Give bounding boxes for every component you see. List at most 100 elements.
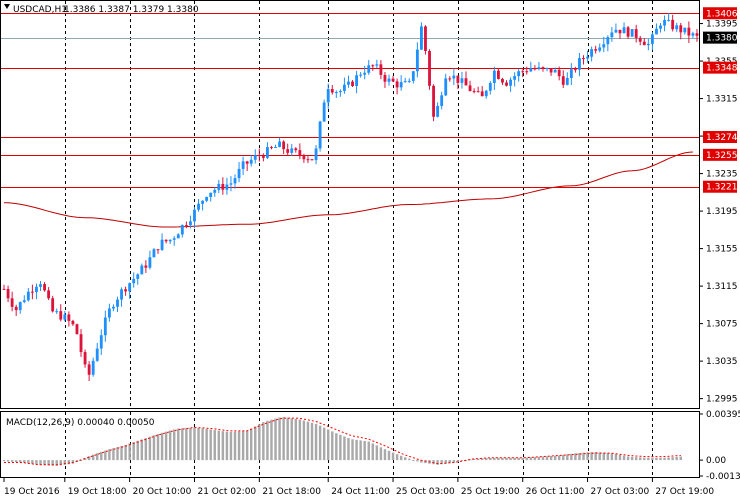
- macd-bar: [557, 455, 561, 461]
- candle-body: [691, 33, 695, 36]
- candle-body: [484, 90, 488, 97]
- macd-bar: [513, 457, 516, 461]
- macd-bar: [213, 430, 216, 461]
- macd-bar: [529, 457, 533, 461]
- level-badge-label: 1.3406: [706, 9, 738, 19]
- candle-body: [184, 225, 188, 227]
- macd-bar: [14, 460, 18, 463]
- candle-body: [569, 69, 573, 79]
- macd-bar: [181, 428, 184, 461]
- candle-body: [622, 27, 626, 34]
- macd-bar: [651, 457, 654, 461]
- candle-body: [334, 92, 338, 94]
- candle-body: [444, 78, 448, 96]
- macd-bar: [501, 457, 504, 461]
- macd-bar: [339, 434, 342, 461]
- macd-bar: [318, 425, 322, 461]
- candle-body: [537, 67, 541, 69]
- candle-body: [294, 148, 298, 151]
- macd-bar: [412, 460, 415, 462]
- candle-body: [35, 286, 38, 292]
- level-badge: [703, 131, 737, 144]
- macd-tick-label: 0.00: [706, 456, 726, 466]
- candle-body: [367, 65, 371, 73]
- macd-bar: [383, 449, 387, 461]
- candle-body: [634, 29, 638, 38]
- candle-body: [164, 239, 168, 242]
- last-price-badge: [703, 31, 737, 44]
- candle-body: [578, 58, 581, 70]
- candle-body: [274, 147, 277, 149]
- time-tick-label: 19 Oct 18:00: [68, 487, 127, 497]
- macd-bar: [420, 460, 423, 463]
- macd-bar: [100, 451, 103, 461]
- macd-bar: [140, 439, 144, 461]
- candle-body: [2, 288, 6, 290]
- candle-body: [521, 71, 525, 73]
- collapse-triangle-icon[interactable]: [4, 4, 10, 9]
- candle-body: [415, 49, 419, 72]
- macd-bar: [444, 460, 447, 464]
- macd-bar: [262, 422, 265, 461]
- macd-bar: [485, 458, 488, 461]
- candle-body: [128, 283, 132, 292]
- candle-body: [525, 71, 529, 73]
- macd-bar: [278, 417, 281, 461]
- macd-bar: [217, 430, 221, 461]
- macd-bar: [335, 433, 338, 461]
- candle-body: [120, 289, 123, 300]
- candle-body: [679, 25, 683, 33]
- macd-bar: [582, 452, 585, 461]
- macd-bar: [254, 426, 257, 461]
- candle-body: [112, 306, 115, 309]
- macd-bar: [290, 418, 293, 461]
- macd-bar: [205, 429, 208, 461]
- macd-bar: [19, 460, 22, 463]
- macd-bar: [639, 457, 642, 461]
- candle-body: [533, 68, 537, 70]
- macd-bar: [387, 450, 391, 461]
- time-tick-label: 21 Oct 02:00: [197, 487, 256, 497]
- candle-body: [140, 265, 144, 275]
- macd-tick-label: 0.00395: [706, 410, 740, 420]
- macd-bar: [359, 440, 362, 461]
- candle-body: [363, 72, 367, 75]
- macd-bar: [351, 439, 354, 461]
- macd-bar: [156, 433, 160, 461]
- candles: [2, 13, 699, 382]
- macd-bar: [391, 452, 395, 461]
- macd-bar: [229, 432, 233, 461]
- candle-body: [322, 102, 326, 122]
- macd-bar: [10, 460, 14, 462]
- macd-bar: [148, 436, 152, 461]
- macd-bar: [326, 429, 330, 461]
- candle-body: [557, 69, 561, 77]
- candle-body: [383, 74, 387, 82]
- candle-body: [594, 49, 598, 51]
- candle-body: [496, 70, 500, 79]
- time-tick-label: 26 Oct 11:00: [526, 487, 585, 497]
- candle-body: [107, 308, 111, 318]
- macd-bar: [209, 429, 212, 461]
- macd-signal-line: [4, 417, 681, 466]
- candle-body: [241, 161, 245, 169]
- candle-body: [213, 189, 217, 193]
- price-tick-label: 1.3155: [706, 245, 738, 255]
- candle-body: [582, 58, 585, 60]
- candle-body: [270, 147, 273, 149]
- candle-body: [630, 29, 634, 37]
- macd-bar: [468, 459, 472, 461]
- candle-body: [136, 274, 140, 279]
- candle-body: [545, 68, 549, 70]
- macd-bar: [626, 456, 630, 461]
- time-tick-label: 19 Oct 2016: [4, 487, 60, 497]
- candle-body: [245, 161, 249, 164]
- candle-body: [590, 49, 594, 57]
- level-badge: [703, 180, 737, 193]
- chart-header-ohlc: 1.3386 1.3387 1.3379 1.3380: [64, 5, 199, 15]
- macd-header-label: MACD(12,26,9) 0.00040 0.00050: [6, 418, 155, 428]
- macd-bar: [225, 431, 229, 461]
- macd-bar: [521, 457, 524, 461]
- macd-bar: [108, 449, 111, 461]
- candle-body: [63, 314, 67, 320]
